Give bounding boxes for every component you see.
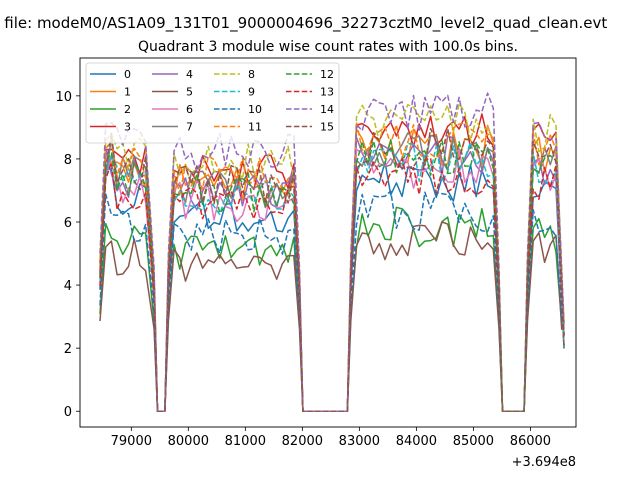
suptitle: n file: modeM0/AS1A09_131T01_9000004696_… [0,14,607,33]
x-tick-label: 79000 [111,434,152,449]
y-tick-label: 8 [64,153,72,168]
x-tick-label: 81000 [225,434,266,449]
y-tick-label: 2 [64,342,72,357]
plot-area [99,92,565,412]
y-tick-label: 10 [55,90,72,105]
chart-title: Quadrant 3 module wise count rates with … [138,39,518,55]
legend-label-1: 1 [124,86,131,99]
axes-frame [79,57,577,428]
y-tick-label: 0 [64,405,72,420]
x-tick-label: 83000 [339,434,380,449]
legend-label-14: 14 [320,103,334,116]
axis-ticks: 79000 80000 81000 82000 83000 84000 85000 86000… [55,90,551,449]
legend-label-10: 10 [248,103,262,116]
legend-label-12: 12 [320,68,334,81]
x-tick-label: 85000 [453,434,494,449]
legend-label-4: 4 [186,68,193,81]
y-tick-label: 4 [64,279,72,294]
legend-label-5: 5 [186,86,193,99]
legend-label-3: 3 [124,121,131,134]
legend-label-9: 9 [248,86,255,99]
legend-label-2: 2 [124,103,131,116]
x-tick-label: 82000 [282,434,323,449]
legend-label-8: 8 [248,68,255,81]
legend-label-6: 6 [186,103,193,116]
legend-box [85,62,340,144]
legend-label-13: 13 [320,86,334,99]
x-tick-label: 86000 [510,434,551,449]
series-line-10 [99,190,565,412]
legend-label-0: 0 [124,68,131,81]
series-line-15 [99,127,565,412]
y-tick-label: 6 [64,216,72,231]
x-offset-label: +3.694e8 [512,455,576,470]
x-tick-label: 80000 [168,434,209,449]
legend-label-15: 15 [320,121,334,134]
x-tick-label: 84000 [396,434,437,449]
legend-label-7: 7 [186,121,193,134]
legend-label-11: 11 [248,121,262,134]
